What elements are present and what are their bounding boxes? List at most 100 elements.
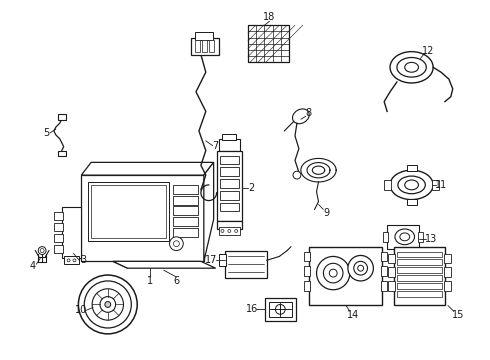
Text: 8: 8 [306,108,312,118]
Bar [397,291,442,297]
Bar [195,40,200,51]
Bar [219,139,240,150]
Bar [397,275,442,281]
Ellipse shape [397,58,426,77]
Bar [58,114,66,120]
Bar [397,283,442,289]
Bar [191,38,219,55]
Polygon shape [81,162,214,175]
Bar [219,255,226,266]
Bar [304,266,310,276]
Text: 9: 9 [323,208,329,218]
Polygon shape [387,225,419,249]
Bar [304,281,310,291]
Circle shape [100,297,116,312]
Text: 1: 1 [147,276,153,286]
Bar [432,180,439,190]
Text: 3: 3 [80,255,86,265]
Bar [384,180,391,190]
Text: 18: 18 [264,12,275,22]
Bar [209,40,214,51]
Circle shape [275,305,285,314]
Bar [418,232,423,242]
Text: 13: 13 [425,234,438,244]
Ellipse shape [390,170,433,199]
Ellipse shape [398,176,425,194]
Bar [54,212,63,220]
Text: 15: 15 [451,310,464,320]
Ellipse shape [405,62,418,72]
Circle shape [221,229,224,233]
Bar [62,207,81,258]
Text: 14: 14 [347,310,359,320]
Circle shape [348,256,373,281]
Circle shape [78,275,137,334]
Bar [394,247,445,305]
Bar [173,185,198,194]
Bar [220,167,239,176]
Circle shape [358,265,364,271]
Bar [58,150,66,157]
Circle shape [293,171,301,179]
Bar [219,227,240,235]
Bar [388,267,395,277]
Bar [381,281,387,291]
Bar [220,179,239,188]
Circle shape [228,229,231,233]
Bar [202,40,207,51]
Bar [54,234,63,242]
Circle shape [105,302,111,307]
Polygon shape [113,261,216,268]
Bar [220,156,239,164]
Circle shape [317,256,350,290]
Circle shape [354,261,368,275]
Circle shape [323,263,343,283]
Polygon shape [204,162,214,261]
Bar [225,251,267,278]
Text: 7: 7 [213,141,219,151]
Bar [220,191,239,199]
Circle shape [84,281,131,328]
Bar [388,253,395,263]
Circle shape [40,249,44,252]
Ellipse shape [293,109,309,124]
Bar [248,25,289,62]
Circle shape [329,269,337,277]
Ellipse shape [395,229,415,245]
Bar [407,199,416,204]
Bar [383,232,388,242]
Circle shape [173,241,179,247]
Text: 10: 10 [75,305,88,315]
Bar [222,134,236,140]
Bar [388,281,395,291]
Text: 2: 2 [249,183,255,193]
Bar [54,223,63,231]
Bar [269,302,292,317]
Bar [265,298,296,321]
Text: 12: 12 [422,46,435,56]
Circle shape [38,247,46,255]
Bar [407,165,416,171]
Circle shape [92,289,123,320]
Bar [64,256,79,264]
Ellipse shape [390,51,433,83]
Bar [444,267,451,277]
Ellipse shape [405,180,418,190]
Bar [91,185,166,238]
Bar [195,32,213,40]
Bar [217,150,242,221]
Circle shape [73,259,76,262]
Text: 17: 17 [204,255,217,265]
Bar [173,207,198,215]
Bar [173,217,198,226]
Text: 6: 6 [173,276,179,286]
Circle shape [67,259,70,262]
Bar [173,196,198,204]
Bar [88,182,169,241]
Text: 4: 4 [29,261,35,271]
Bar [397,259,442,265]
Bar [397,267,442,273]
Bar [381,266,387,276]
Bar [381,252,387,261]
Text: 11: 11 [435,180,447,190]
